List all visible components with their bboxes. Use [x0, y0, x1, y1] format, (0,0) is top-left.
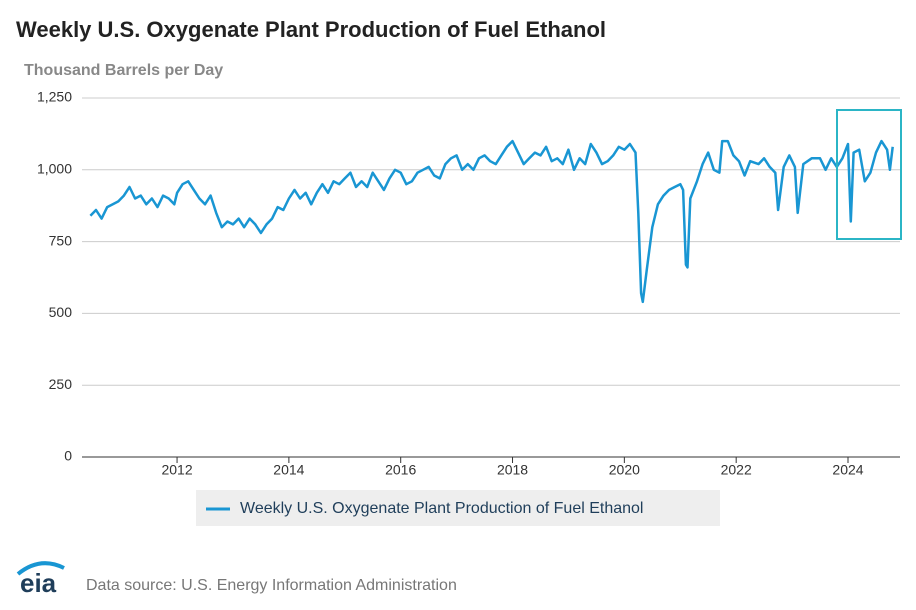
y-tick-label: 500 — [49, 304, 73, 320]
x-tick-label: 2018 — [497, 462, 528, 478]
logo-arc — [16, 561, 65, 576]
y-tick-label: 0 — [64, 448, 72, 464]
x-tick-label: 2014 — [273, 462, 304, 478]
axis-title: Thousand Barrels per Day — [24, 62, 223, 79]
y-tick-label: 1,000 — [37, 161, 72, 177]
y-tick-label: 1,250 — [37, 89, 72, 105]
x-tick-label: 2012 — [161, 462, 192, 478]
x-tick-label: 2020 — [609, 462, 640, 478]
plot — [89, 139, 894, 304]
chart-title: Weekly U.S. Oxygenate Plant Production o… — [16, 17, 606, 42]
highlight-box — [836, 109, 902, 240]
x-tick-label: 2022 — [721, 462, 752, 478]
y-tick-label: 250 — [49, 376, 73, 392]
x-tick-label: 2024 — [832, 462, 863, 478]
logo: eia — [20, 568, 57, 598]
source: Data source: U.S. Energy Information Adm… — [86, 577, 457, 594]
grid: 0 250 500 750 1,000 1,250 2012 2014 2016 2018 2020… — [37, 89, 900, 478]
y-tick-label: 750 — [49, 232, 73, 248]
legend — [196, 490, 720, 526]
data-line — [89, 139, 894, 304]
x-tick-label: 2016 — [385, 462, 416, 478]
legend-label: Weekly U.S. Oxygenate Plant Production o… — [240, 500, 643, 517]
